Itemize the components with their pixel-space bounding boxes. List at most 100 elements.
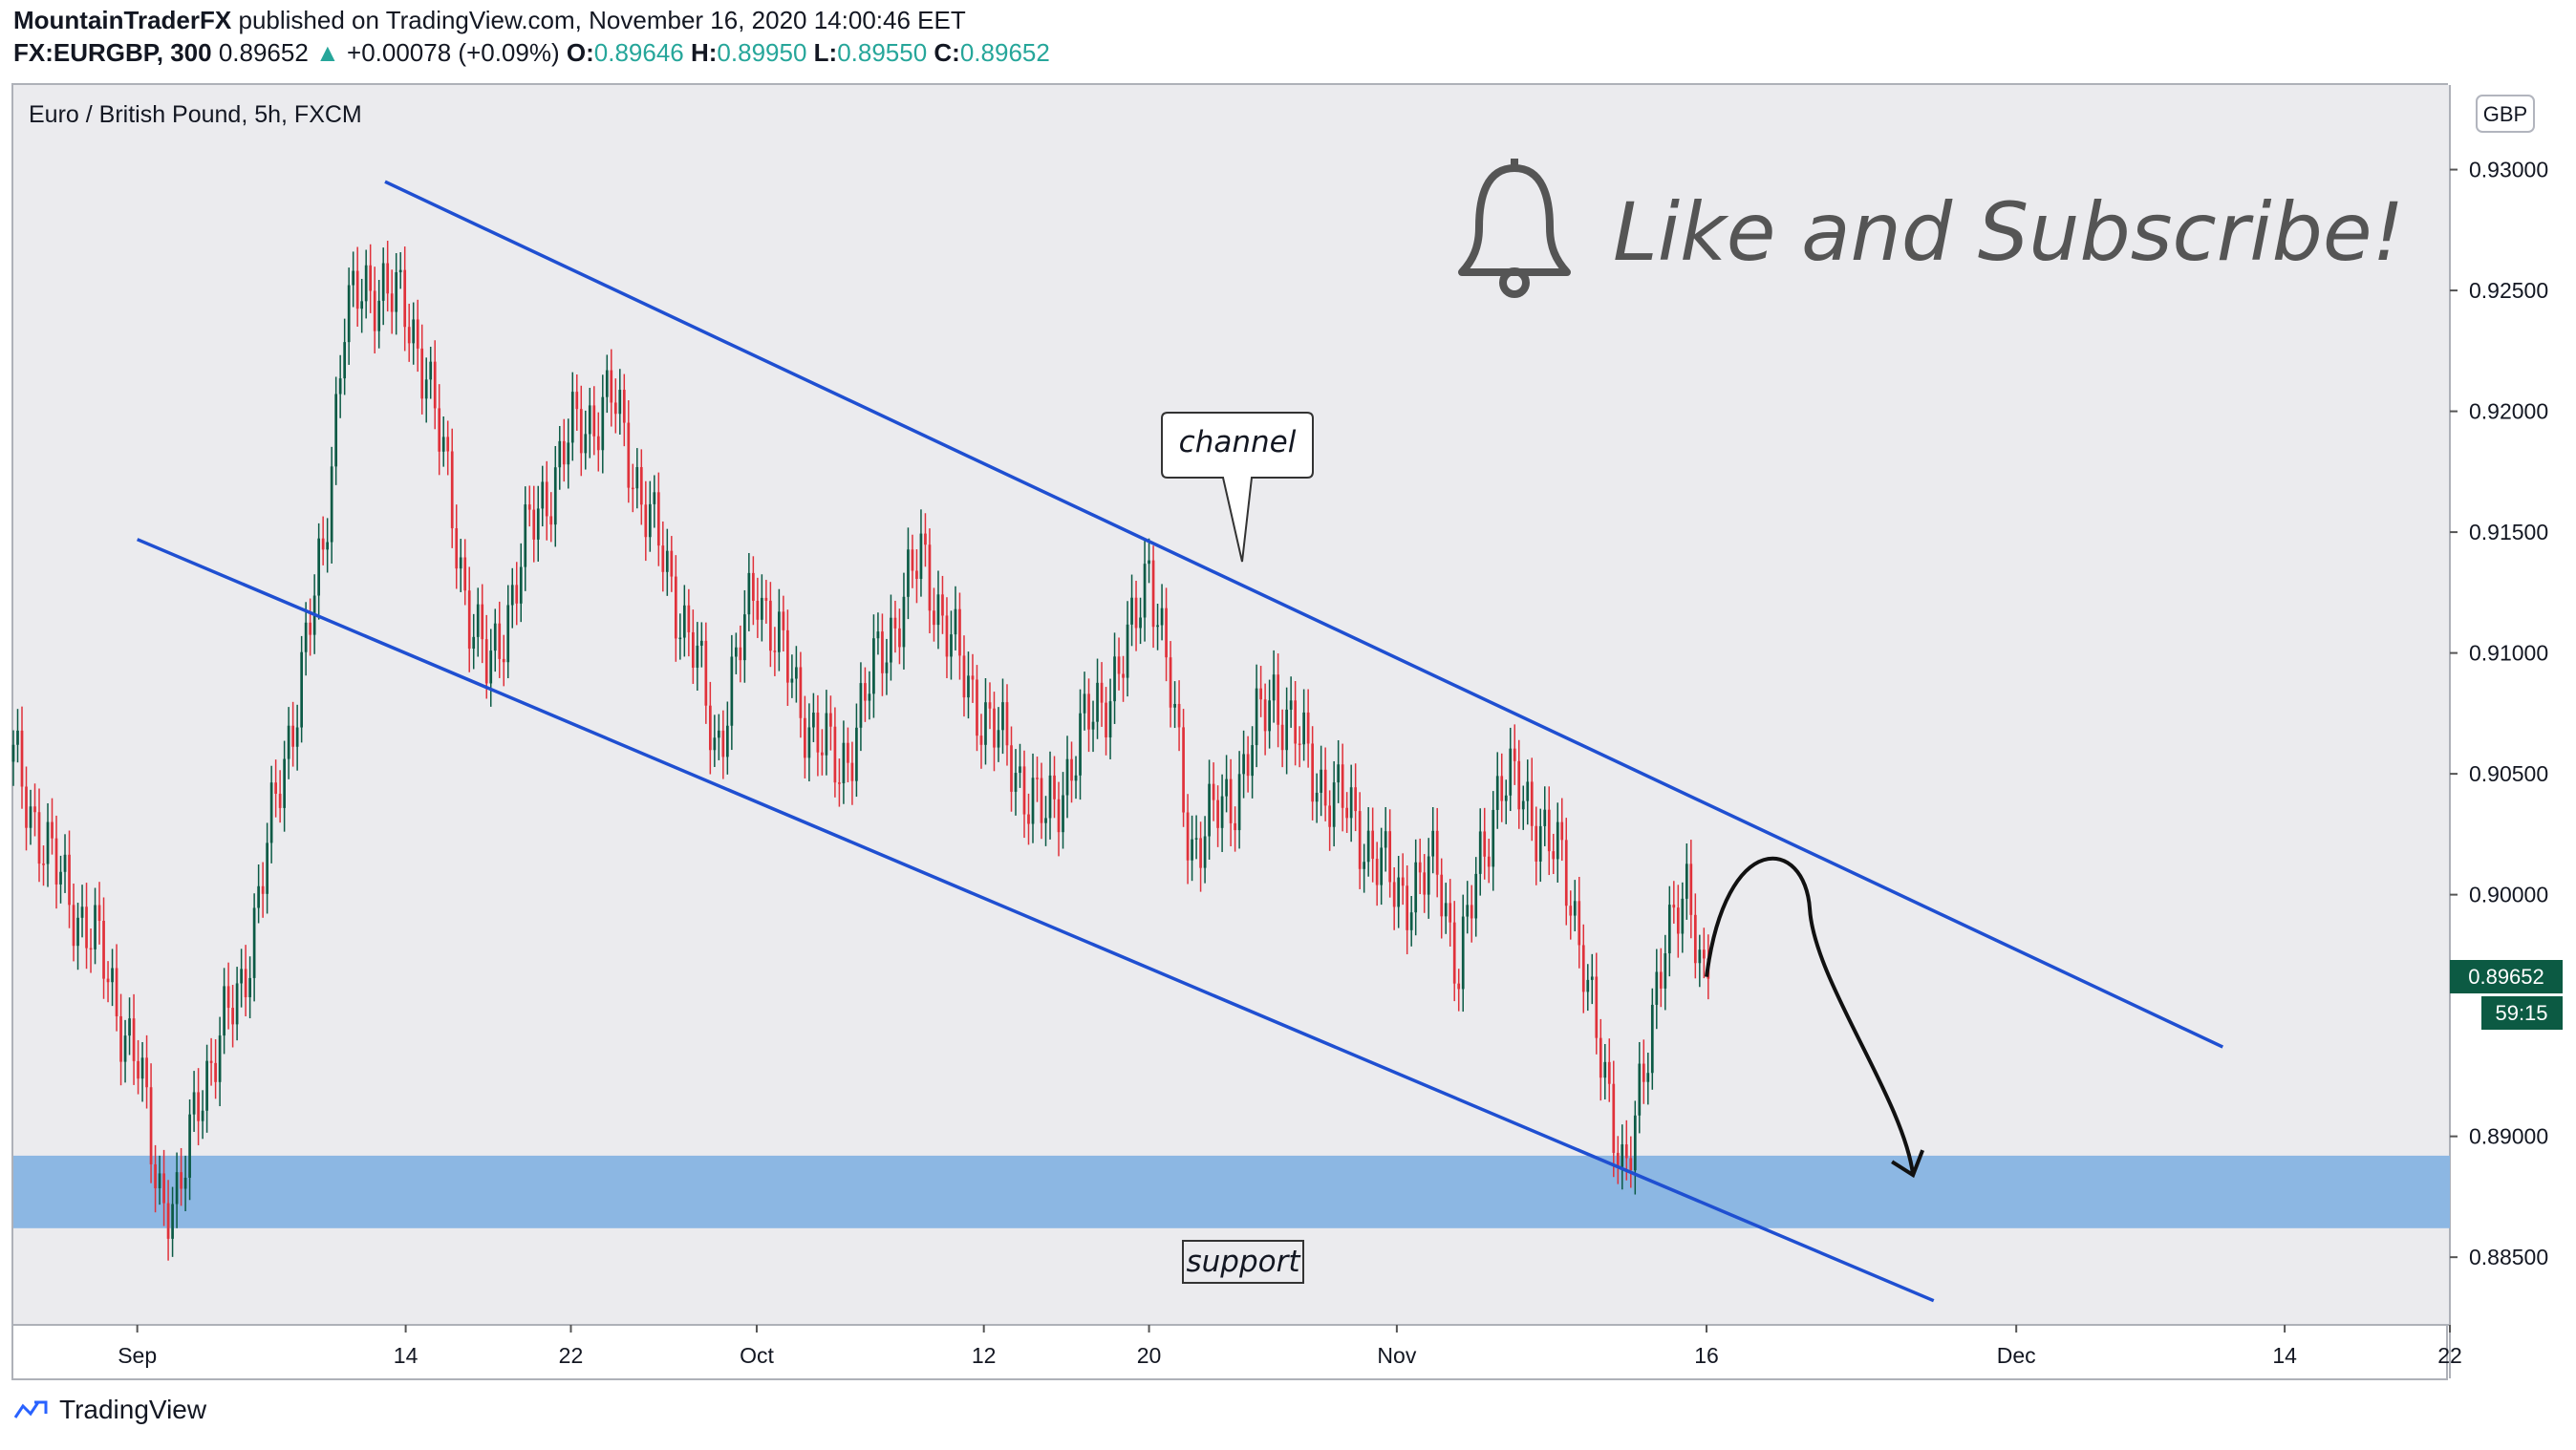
candle-down <box>958 608 961 656</box>
candle-up <box>63 854 67 872</box>
candle-up <box>506 605 510 663</box>
channel-upper-line <box>384 180 2224 1049</box>
symbol-name[interactable]: FX:EURGBP, 300 <box>13 38 212 67</box>
candle-down <box>433 361 437 409</box>
candle-down <box>502 658 505 663</box>
candle-up <box>1108 701 1112 738</box>
candle-down <box>610 370 613 403</box>
publish-info: MountainTraderFX published on TradingVie… <box>13 6 966 35</box>
candle-down <box>51 821 54 839</box>
price-axis[interactable]: 0.93000 0.92500 0.92000 0.91500 0.91000 0.905… <box>2450 158 2548 1270</box>
candle-down <box>1057 799 1061 833</box>
candle-down <box>898 628 901 648</box>
candle-up <box>1160 608 1164 626</box>
candle-up <box>300 651 303 728</box>
candle-up <box>1065 758 1069 796</box>
candle-down <box>149 1087 153 1164</box>
candle-down <box>416 319 419 349</box>
candle-up <box>584 434 588 454</box>
candle-down <box>1323 769 1327 806</box>
candle-up <box>1289 700 1293 710</box>
candle-down <box>1070 758 1073 781</box>
candle-up <box>266 842 268 894</box>
candle-up <box>699 640 703 646</box>
candle-down <box>656 492 660 546</box>
price-change: +0.00078 (+0.09%) <box>347 38 560 67</box>
candle-down <box>467 590 471 650</box>
candle-down <box>85 906 88 949</box>
candle-down <box>373 290 376 331</box>
candle-up <box>890 617 892 663</box>
candle-up <box>1320 769 1322 793</box>
candle-up <box>588 405 591 435</box>
candle-up <box>1237 774 1241 831</box>
y-tick-label: 0.92500 <box>2469 278 2548 303</box>
candle-up <box>1556 821 1559 860</box>
plot-area[interactable] <box>13 85 2450 1325</box>
candle-up <box>950 634 953 657</box>
high-value: 0.89950 <box>717 38 807 67</box>
candle-up <box>1646 1073 1650 1082</box>
candle-up <box>1573 901 1577 916</box>
author-name[interactable]: MountainTraderFX <box>13 6 232 34</box>
candle-down <box>1449 903 1452 923</box>
candle-down <box>1199 838 1202 868</box>
candle-up <box>59 871 62 885</box>
candle-down <box>1246 754 1250 777</box>
candle-down <box>881 631 884 673</box>
candle-down <box>1457 983 1461 990</box>
candle-up <box>364 265 368 302</box>
candle-up <box>536 508 540 540</box>
candle-down <box>782 611 785 630</box>
candle-up <box>1285 709 1288 751</box>
candle-down <box>1216 800 1219 828</box>
low-value: 0.89550 <box>837 38 928 67</box>
time-axis[interactable]: Sep 14 22 Oct 12 20 Nov 16 Dec 14 22 <box>118 1325 2462 1368</box>
symbol-info: FX:EURGBP, 300 0.89652 ▲ +0.00078 (+0.09… <box>13 38 1050 68</box>
candle-up <box>1366 830 1370 863</box>
candle-up <box>1667 905 1671 954</box>
candle-down <box>752 572 755 601</box>
candle-up <box>1492 809 1495 867</box>
last-price-tag-text: 0.89652 <box>2468 965 2544 989</box>
candle-up <box>1650 1004 1654 1074</box>
candle-down <box>674 576 677 639</box>
candle-up <box>1603 1061 1607 1078</box>
candle-down <box>993 708 996 748</box>
candle-down <box>25 786 28 828</box>
candle-up <box>919 533 923 580</box>
y-tick-label: 0.93000 <box>2469 158 2548 182</box>
candle-down <box>1036 778 1039 779</box>
candle-up <box>223 986 225 1036</box>
candle-down <box>54 838 58 885</box>
support-zone-group <box>13 1155 2450 1228</box>
candle-down <box>933 610 935 626</box>
currency-badge[interactable] <box>2476 95 2535 133</box>
candle-up <box>343 342 347 379</box>
candle-down <box>145 1057 148 1088</box>
candle-down <box>1547 809 1551 852</box>
candle-down <box>1165 608 1168 658</box>
candle-down <box>631 487 634 490</box>
candle-down <box>1371 830 1375 860</box>
tradingview-footer[interactable]: TradingView <box>13 1395 206 1425</box>
channel-callout[interactable]: channel <box>1161 412 1314 563</box>
candle-down <box>1263 699 1267 732</box>
candle-up <box>1315 792 1319 802</box>
candle-down <box>829 713 832 727</box>
candle-down <box>639 467 643 505</box>
candle-up <box>489 650 493 684</box>
support-label-box[interactable]: support <box>1182 1240 1304 1284</box>
candle-down <box>1134 597 1138 629</box>
candle-down <box>89 948 93 950</box>
candle-up <box>395 272 398 312</box>
candle-down <box>386 263 390 294</box>
bell-icon <box>1458 159 1571 298</box>
candle-down <box>244 969 247 997</box>
candle-up <box>696 645 699 668</box>
candle-down <box>850 762 854 781</box>
candle-down <box>979 736 983 745</box>
candle-down <box>739 647 742 661</box>
candle-up <box>1126 624 1129 678</box>
